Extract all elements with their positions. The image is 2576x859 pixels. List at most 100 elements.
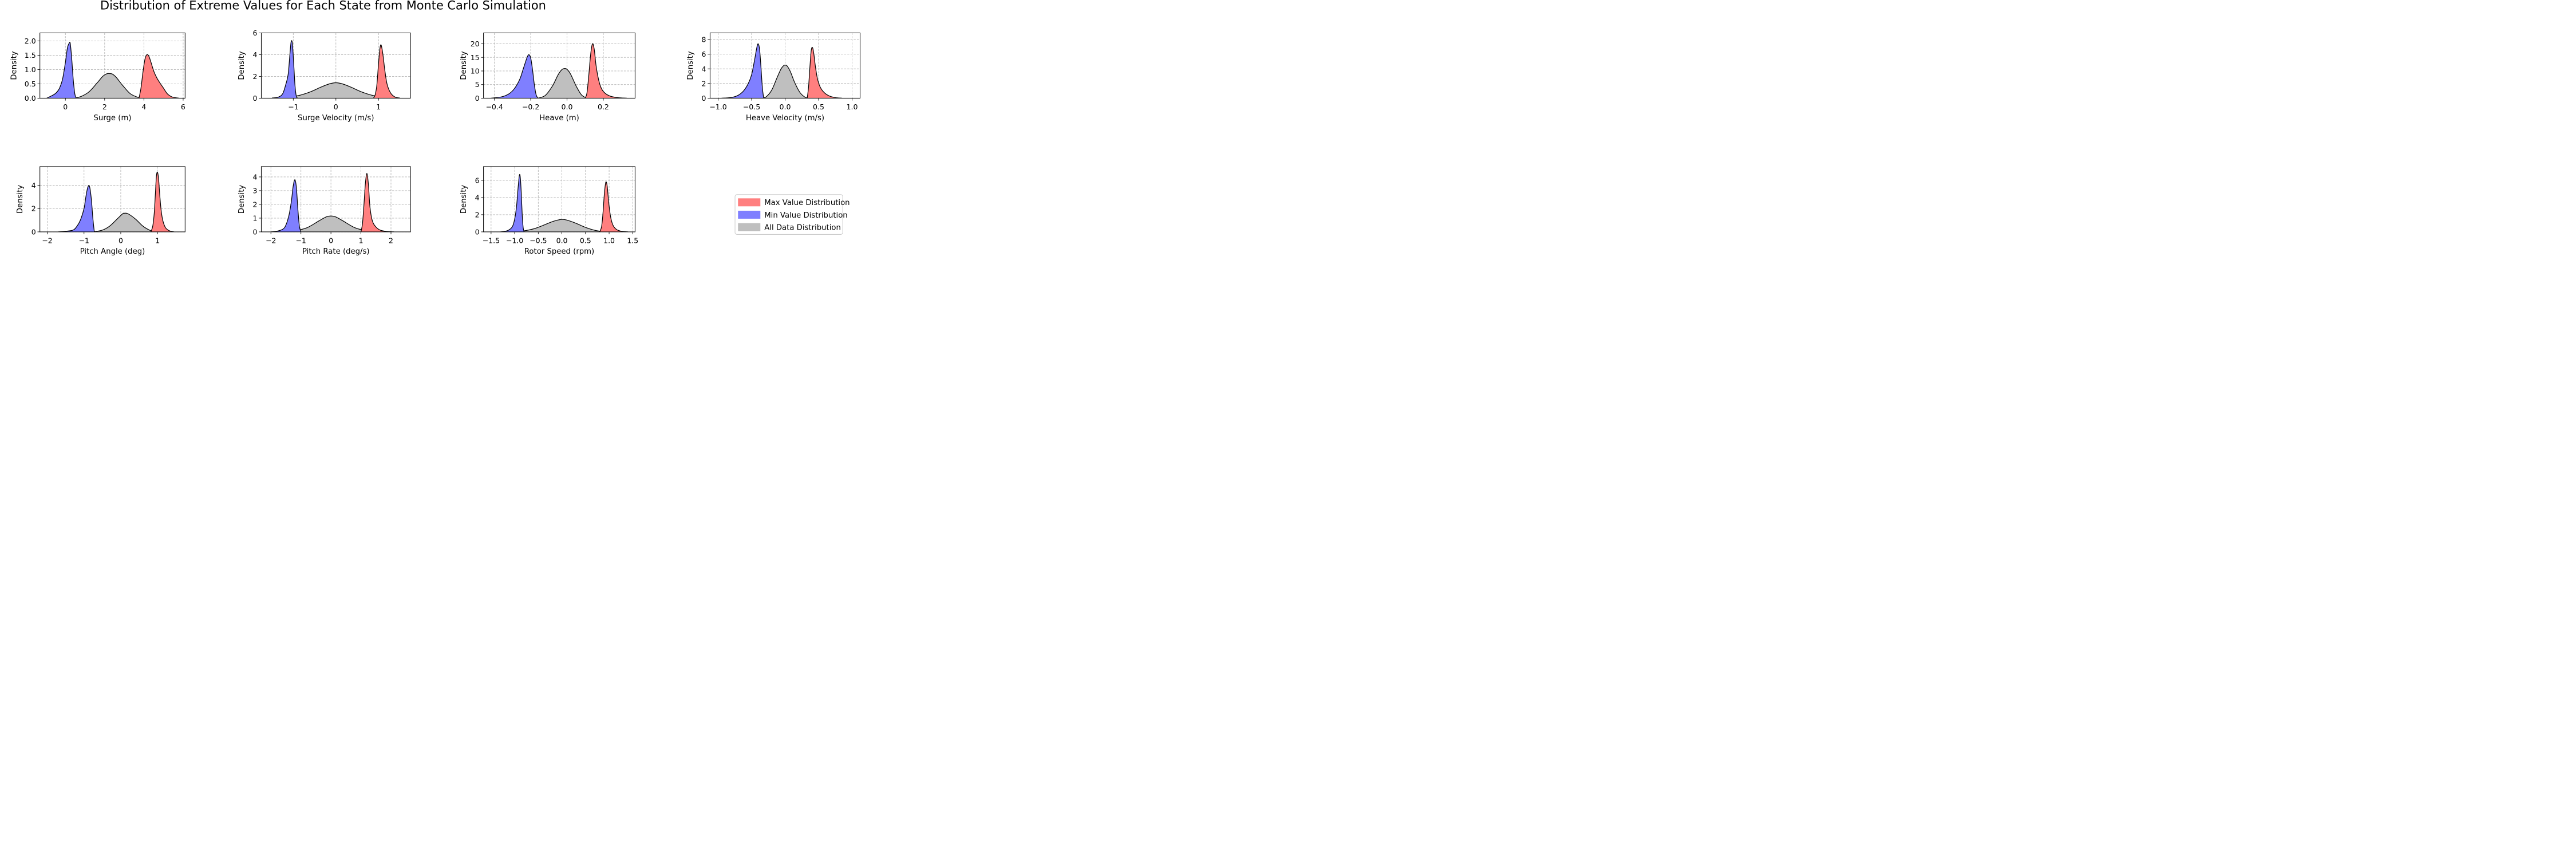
all-data-distribution-kde-line bbox=[283, 215, 380, 232]
x-tick-label: 1 bbox=[155, 236, 160, 245]
axes-frame bbox=[260, 32, 411, 98]
x-axis-label: Heave (m) bbox=[539, 114, 579, 123]
legend: Max Value Distribution Min Value Distribu… bbox=[734, 194, 850, 235]
min-value-distribution-fill bbox=[491, 54, 538, 98]
max-value-distribution-fill bbox=[373, 45, 400, 98]
y-tick-label: 0 bbox=[253, 94, 258, 103]
axes-frame bbox=[483, 32, 635, 98]
max-value-distribution-kde-line bbox=[584, 43, 627, 98]
axis-ticks: 0 2 4 6 0.0 0.5 1.0 1.5 2.0 bbox=[25, 37, 185, 111]
min-value-distribution-kde-line bbox=[46, 41, 77, 98]
y-tick-label: 4 bbox=[253, 172, 258, 181]
max-value-distribution-fill bbox=[599, 182, 629, 232]
y-tick-label: 6 bbox=[702, 50, 706, 58]
plot-area bbox=[46, 41, 180, 98]
axis-ticks: −0.4 −0.2 0.0 0.2 0 5 10 15 20 bbox=[471, 40, 609, 111]
axes-frame bbox=[39, 166, 185, 233]
y-axis-label: Density bbox=[460, 185, 468, 214]
x-axis-label: Surge Velocity (m/s) bbox=[298, 114, 374, 123]
min-value-distribution-kde-line bbox=[271, 40, 298, 98]
plot-area bbox=[721, 43, 842, 98]
x-tick-label: −1.0 bbox=[506, 236, 523, 245]
y-tick-label: 0.0 bbox=[25, 94, 36, 103]
x-tick-label: −1 bbox=[79, 236, 89, 245]
x-tick-label: −1 bbox=[288, 103, 298, 111]
all-data-distribution-kde-line bbox=[762, 65, 809, 98]
x-tick-label: 1.5 bbox=[627, 236, 638, 245]
x-tick-label: 2 bbox=[102, 103, 107, 111]
max-value-distribution-kde-line bbox=[151, 172, 175, 232]
y-tick-label: 3 bbox=[253, 186, 258, 195]
legend-frame bbox=[734, 194, 843, 235]
y-tick-label: 4 bbox=[702, 65, 706, 73]
subplot-3: −0.4 −0.2 0.0 0.2 0 5 10 15 20 Heave (m) Density bbox=[460, 32, 635, 123]
all-data-distribution-kde-line bbox=[74, 73, 144, 98]
y-tick-label: 0.5 bbox=[25, 80, 36, 88]
subplot-2: −1 0 1 0 2 4 6 Surge Velocity (m/s) Density bbox=[238, 29, 411, 123]
x-axis-label: Pitch Rate (deg/s) bbox=[302, 247, 370, 256]
max-value-distribution-fill bbox=[361, 173, 394, 232]
axis-ticks: −1 0 1 0 2 4 6 bbox=[253, 29, 381, 111]
y-tick-label: 4 bbox=[31, 181, 36, 190]
all-data-distribution-kde-line bbox=[272, 82, 400, 98]
y-tick-label: 5 bbox=[475, 80, 480, 89]
axis-ticks: −1.5 −1.0 −0.5 0.0 0.5 1.0 1.5 0 2 4 6 bbox=[475, 176, 639, 245]
y-tick-label: 2 bbox=[475, 210, 480, 219]
x-tick-label: 0 bbox=[329, 236, 333, 245]
axes-frame bbox=[709, 32, 861, 98]
min-value-distribution-fill bbox=[46, 42, 77, 98]
y-tick-label: 2 bbox=[253, 72, 258, 81]
plot-area bbox=[271, 173, 394, 232]
x-tick-label: −0.4 bbox=[485, 103, 503, 111]
figure: Distribution of Extreme Values for Each … bbox=[0, 0, 898, 300]
all-data-distribution-kde-line bbox=[515, 219, 605, 232]
background bbox=[0, 0, 898, 300]
chart-svg: Distribution of Extreme Values for Each … bbox=[0, 0, 898, 300]
subplot-4: −1.0 −0.5 0.0 0.5 1.0 0 2 4 6 8 Heave Velocity (m/… bbox=[686, 32, 861, 123]
y-tick-label: 15 bbox=[471, 53, 480, 62]
min-value-distribution-fill bbox=[58, 185, 94, 232]
x-tick-label: −0.2 bbox=[522, 103, 539, 111]
y-tick-label: 2 bbox=[702, 79, 706, 88]
x-tick-label: 1.0 bbox=[603, 236, 615, 245]
all-data-distribution-fill bbox=[515, 219, 605, 232]
y-tick-label: 0 bbox=[475, 227, 480, 236]
subplot-1: 0 2 4 6 0.0 0.5 1.0 1.5 2.0 Surge (m) Density bbox=[10, 32, 185, 123]
legend-label: All Data Distribution bbox=[764, 223, 841, 232]
x-tick-label: 1 bbox=[376, 103, 381, 111]
axis-ticks: −2 −1 0 1 2 0 1 2 3 4 bbox=[253, 172, 393, 245]
all-data-distribution-fill bbox=[93, 213, 156, 232]
axes-frame bbox=[483, 166, 635, 233]
max-value-distribution-kde-line bbox=[373, 44, 400, 98]
min-value-distribution-kde-line bbox=[721, 43, 764, 98]
axes-frame bbox=[39, 32, 185, 98]
max-value-distribution-fill bbox=[151, 172, 175, 232]
x-tick-label: 0.0 bbox=[556, 236, 568, 245]
y-tick-label: 0 bbox=[253, 227, 258, 236]
plot-area bbox=[58, 172, 175, 232]
y-tick-label: 6 bbox=[253, 29, 258, 37]
y-tick-label: 0 bbox=[475, 94, 480, 103]
plot-area bbox=[271, 40, 400, 98]
max-value-distribution-kde-line bbox=[360, 173, 394, 232]
y-tick-label: 8 bbox=[702, 36, 706, 44]
axes-frame bbox=[260, 166, 411, 233]
x-tick-label: −2 bbox=[42, 236, 52, 245]
y-tick-label: 4 bbox=[253, 50, 258, 59]
x-tick-label: −0.5 bbox=[743, 103, 760, 111]
y-axis-label: Density bbox=[686, 51, 695, 80]
y-tick-label: 10 bbox=[471, 66, 480, 75]
max-value-distribution-fill bbox=[807, 47, 842, 98]
y-tick-label: 20 bbox=[471, 40, 480, 48]
x-tick-label: 6 bbox=[181, 103, 185, 111]
x-tick-label: 0.5 bbox=[580, 236, 591, 245]
max-value-distribution-kde-line bbox=[139, 54, 180, 98]
y-tick-label: 2 bbox=[253, 200, 258, 208]
x-axis-label: Pitch Angle (deg) bbox=[80, 247, 145, 256]
subplot-7: −1.5 −1.0 −0.5 0.0 0.5 1.0 1.5 0 2 4 6 Rotor Speed … bbox=[460, 166, 639, 256]
legend-label: Max Value Distribution bbox=[764, 199, 850, 207]
y-tick-label: 2.0 bbox=[25, 37, 36, 45]
min-value-distribution-kde-line bbox=[500, 174, 525, 232]
legend-swatch bbox=[738, 210, 761, 219]
